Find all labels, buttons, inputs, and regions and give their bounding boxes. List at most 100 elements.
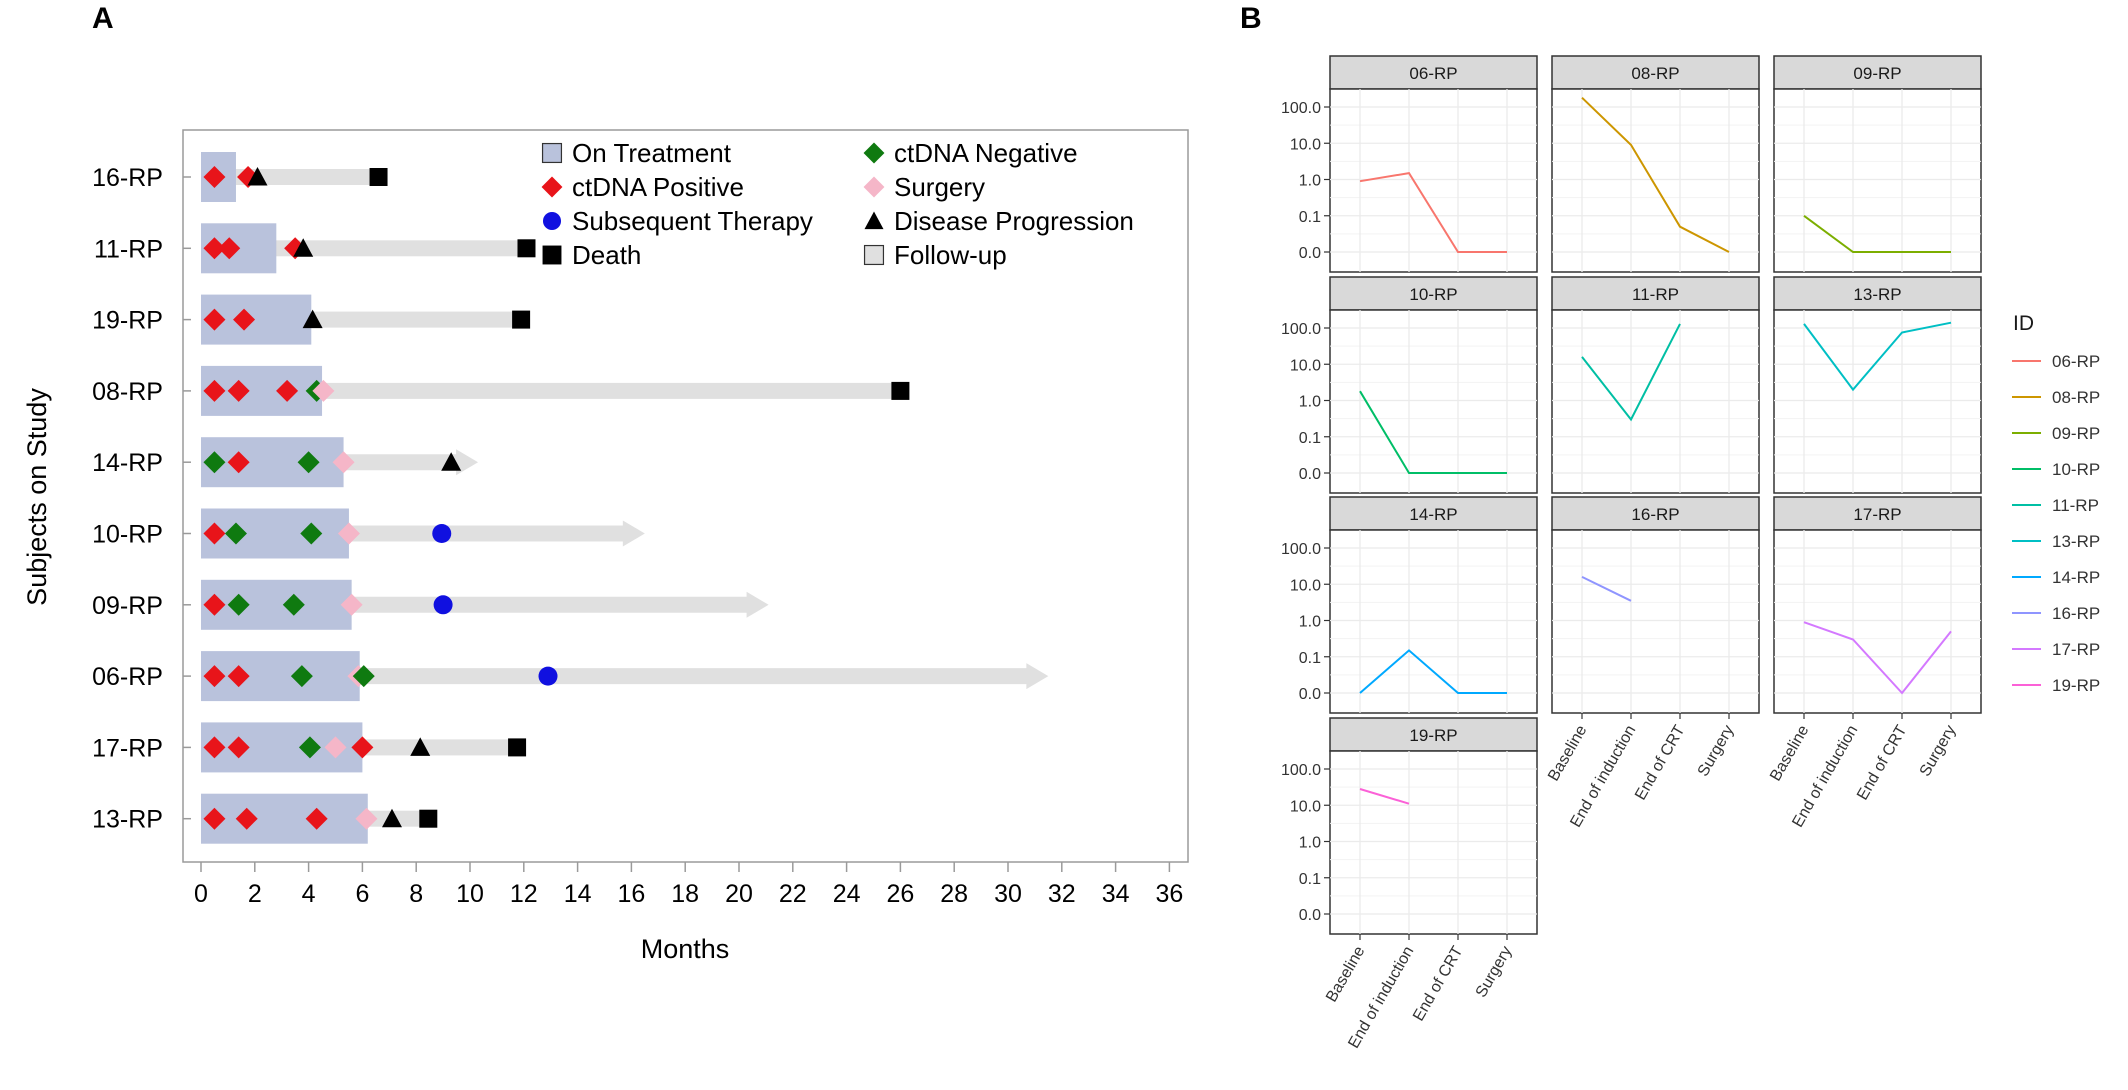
x-tick-label: Surgery: [1473, 944, 1516, 1001]
legend-item-10-RP: 10-RP: [2012, 460, 2100, 479]
facet-panel: [1551, 88, 1760, 273]
surgery-marker: [312, 379, 335, 402]
facet-strip: [1329, 717, 1538, 752]
followup-bar: [261, 382, 901, 399]
series-line: [1359, 172, 1507, 253]
y-tick-label: 0.1: [1299, 209, 1321, 226]
x-tick-label: 16: [617, 880, 645, 908]
surgery-marker: [332, 451, 355, 474]
legend-label: 13-RP: [2052, 532, 2100, 551]
facet-strip-label: 13-RP: [1853, 285, 1901, 304]
legend-subsequent-therapy-swatch: [542, 211, 562, 231]
x-tick-label: Baseline: [1545, 722, 1590, 784]
y-tick-label: 0.1: [1299, 650, 1321, 667]
facet-09-RP: 09-RP: [1773, 55, 1982, 273]
y-tick-label: 0.0: [1299, 245, 1321, 262]
ctdna-positive-marker: [203, 308, 226, 331]
legend-item-ctdna-negative: ctDNA Negative: [863, 138, 1078, 168]
followup-arrow: [280, 663, 1049, 690]
x-tick-label: 20: [725, 880, 753, 908]
ctdna-negative-marker: [224, 522, 247, 545]
death-marker: [369, 168, 388, 186]
id-legend: ID 06-RP 08-RP 09-RP 10-RP 11-RP 13-RP 14-RP 16-…: [2012, 312, 2100, 695]
legend-ctdna-positive-swatch: [541, 176, 563, 198]
y-tick-label: 10-RP: [92, 521, 163, 549]
facet-panel: [1551, 309, 1760, 494]
facet-strip: [1773, 276, 1982, 311]
x-tick-label: End of CRT: [1410, 943, 1466, 1024]
ctdna-positive-marker: [203, 593, 226, 616]
y-tick-label: 100.0: [1281, 100, 1321, 117]
disease-progression-marker: [381, 808, 402, 828]
facet-13-RP: 13-RP: [1773, 276, 1982, 494]
ctdna-negative-marker: [297, 451, 320, 474]
x-tick-label: 22: [779, 880, 807, 908]
legend-disease-progression-swatch: [864, 211, 884, 230]
ctdna-positive-marker: [203, 166, 226, 188]
ctdna-negative-marker: [282, 593, 305, 616]
facet-06-RP: 06-RP 100.0 10.0 1.0 0.1 0.0: [1281, 55, 1538, 273]
ctdna-positive-marker: [203, 807, 226, 830]
facet-strip: [1551, 276, 1760, 311]
legend-item-14-RP: 14-RP: [2012, 568, 2100, 587]
death-marker: [891, 381, 910, 400]
facet-strip: [1551, 55, 1760, 90]
series-line: [1359, 649, 1507, 694]
disease-progression-marker: [302, 309, 323, 329]
legend-label: 09-RP: [2052, 424, 2100, 443]
facet-08-RP: 08-RP: [1551, 55, 1760, 273]
x-tick-label: End of CRT: [1854, 722, 1910, 803]
ctdna-positive-marker: [203, 379, 226, 402]
x-tick-label: Surgery: [1695, 723, 1738, 780]
y-tick-label: 10.0: [1290, 577, 1321, 594]
legend-item-09-RP: 09-RP: [2012, 424, 2100, 443]
y-tick-label: 16-RP: [92, 164, 163, 192]
facet-10-RP: 10-RP 100.0 10.0 1.0 0.1 0.0: [1281, 276, 1538, 494]
facet-strip-label: 19-RP: [1409, 726, 1457, 745]
y-tick-label: 06-RP: [92, 663, 163, 691]
ctdna-positive-marker: [203, 736, 226, 759]
x-tick-label: 34: [1102, 880, 1130, 908]
x-tick-label: 14: [564, 880, 592, 908]
event-markers: [203, 166, 910, 830]
y-axis-title: Subjects on Study: [22, 388, 52, 606]
x-tick-label: 30: [994, 880, 1022, 908]
legend-ctdna-negative-swatch: [863, 142, 885, 164]
disease-progression-marker: [247, 167, 268, 186]
y-tick-label: 10.0: [1290, 357, 1321, 374]
disease-progression-marker: [441, 452, 462, 471]
legend-on-treatment-swatch: [541, 142, 563, 164]
surgery-marker: [340, 593, 363, 616]
facet-panel: [1551, 529, 1760, 714]
ctdna-positive-marker: [218, 237, 241, 260]
ctdna-negative-marker: [298, 736, 321, 759]
series-line: [1359, 788, 1410, 805]
x-tick-label: Baseline: [1323, 943, 1368, 1005]
series-line: [1803, 214, 1951, 253]
facet-11-RP: 11-RP: [1551, 276, 1760, 494]
subject-bars: [201, 152, 1049, 844]
x-tick-label: 36: [1155, 880, 1183, 908]
x-tick-label: Baseline: [1767, 722, 1812, 784]
facet-panel: [1773, 309, 1982, 494]
ctdna-positive-marker: [203, 665, 226, 688]
y-tick-label: 0.0: [1299, 466, 1321, 483]
y-tick-label: 10.0: [1290, 136, 1321, 153]
ctdna-positive-marker: [237, 166, 260, 188]
y-tick-label: 1.0: [1299, 835, 1321, 852]
followup-arrow: [274, 520, 645, 547]
y-tick-label: 1.0: [1299, 173, 1321, 190]
facet-strip-label: 14-RP: [1409, 505, 1457, 524]
disease-progression-marker: [293, 238, 314, 257]
swimmer-plot: 16-RP 11-RP 19-RP 08-RP 14-RP 10-RP 09-RP 06-RP…: [22, 129, 1189, 964]
followup-bar: [238, 240, 527, 257]
legend-label: Follow-up: [894, 240, 1007, 270]
y-tick-label: 11-RP: [94, 235, 163, 263]
surgery-marker: [337, 522, 360, 545]
ctdna-positive-marker: [227, 451, 250, 474]
series-line: [1581, 323, 1681, 422]
